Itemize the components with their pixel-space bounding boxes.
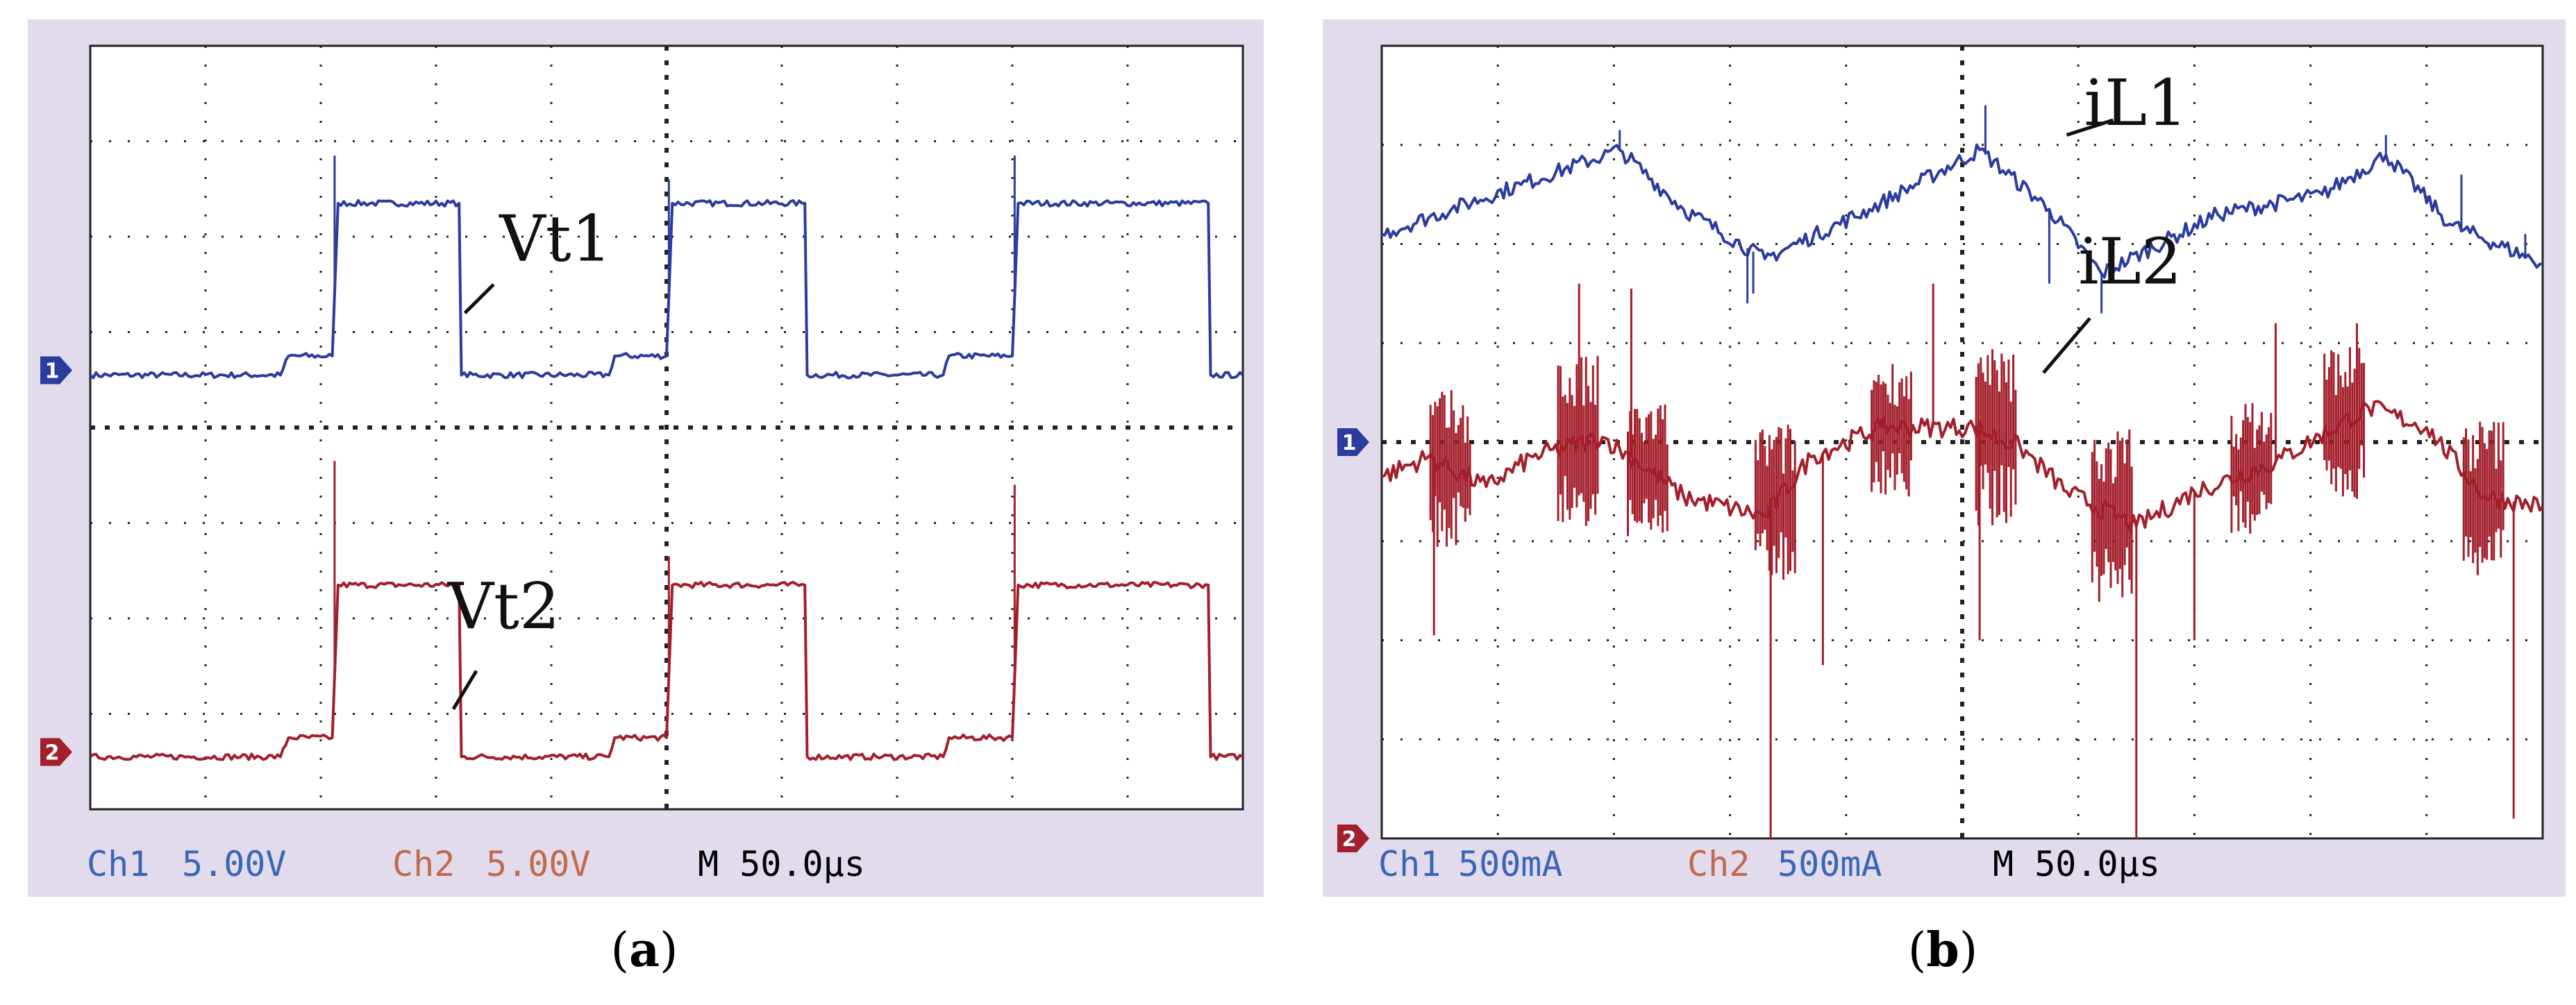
- panel-a-grid: [90, 46, 1243, 809]
- noise-burst: [1975, 349, 2017, 526]
- noise-burst: [2323, 347, 2365, 499]
- label-leader-line: [2066, 118, 2114, 137]
- panel-a-traces: [89, 155, 1244, 761]
- trace-vt1: [89, 199, 1244, 380]
- channel-1-marker: [40, 356, 72, 385]
- trace-il1: [1381, 143, 2543, 279]
- noise-burst: [2091, 429, 2133, 602]
- noise-burst: [1871, 364, 1912, 497]
- panel-b-ch2-scale: 500mA: [1778, 844, 1882, 884]
- channel-2-marker: [40, 738, 72, 766]
- channel-1-marker-label: 1: [1342, 431, 1357, 455]
- noise-burst: [1557, 355, 1599, 526]
- panel-a-channel-markers: 12: [40, 356, 72, 766]
- noise-burst: [1754, 424, 1796, 580]
- panel-a-timebase: M 50.0µs: [698, 844, 865, 884]
- panel-a-trace-labels: Vt1 Vt2: [447, 201, 612, 710]
- channel-2-marker-label: 2: [45, 741, 60, 766]
- channel-2-marker-label: 2: [1342, 827, 1357, 852]
- panel-b-trace-labels: iL1 iL2: [2042, 66, 2188, 374]
- noise-burst: [2230, 403, 2273, 534]
- channel-2-marker: [1337, 825, 1369, 852]
- label-leader-line: [463, 282, 495, 314]
- trace-label-il1: iL1: [2084, 66, 2188, 140]
- trace-label-il2: iL2: [2078, 225, 2182, 299]
- channel-1-marker: [1337, 428, 1369, 456]
- panel-a-ch1-scale: 5.00V: [182, 844, 287, 884]
- panel-b-ch2-name: Ch2: [1687, 844, 1750, 884]
- trace-label-vt2: Vt2: [447, 569, 560, 643]
- channel-1-marker-label: 1: [45, 360, 60, 384]
- label-leader-line: [2042, 316, 2091, 374]
- noise-burst: [1429, 390, 1471, 547]
- trace-vt2: [89, 580, 1244, 761]
- panel-b-ch1-name: Ch1: [1378, 844, 1441, 884]
- noise-burst: [2462, 421, 2504, 575]
- panel-a-ch1-name: Ch1: [87, 844, 149, 884]
- panel-b-caption: (b): [1908, 922, 1978, 978]
- panel-a-caption: (a): [610, 922, 678, 978]
- label-leader-line: [451, 670, 478, 710]
- panel-b-timebase: M 50.0µs: [1993, 844, 2160, 884]
- panel-b-channel-markers: 12: [1337, 428, 1369, 852]
- panel-b-ch1-scale: 500mA: [1458, 844, 1563, 884]
- panel-a-ch2-name: Ch2: [392, 844, 455, 884]
- panel-b-traces: [1381, 105, 2544, 838]
- noise-burst: [1627, 404, 1668, 537]
- panel-a-ch2-scale: 5.00V: [486, 844, 591, 884]
- trace-label-vt1: Vt1: [499, 201, 612, 276]
